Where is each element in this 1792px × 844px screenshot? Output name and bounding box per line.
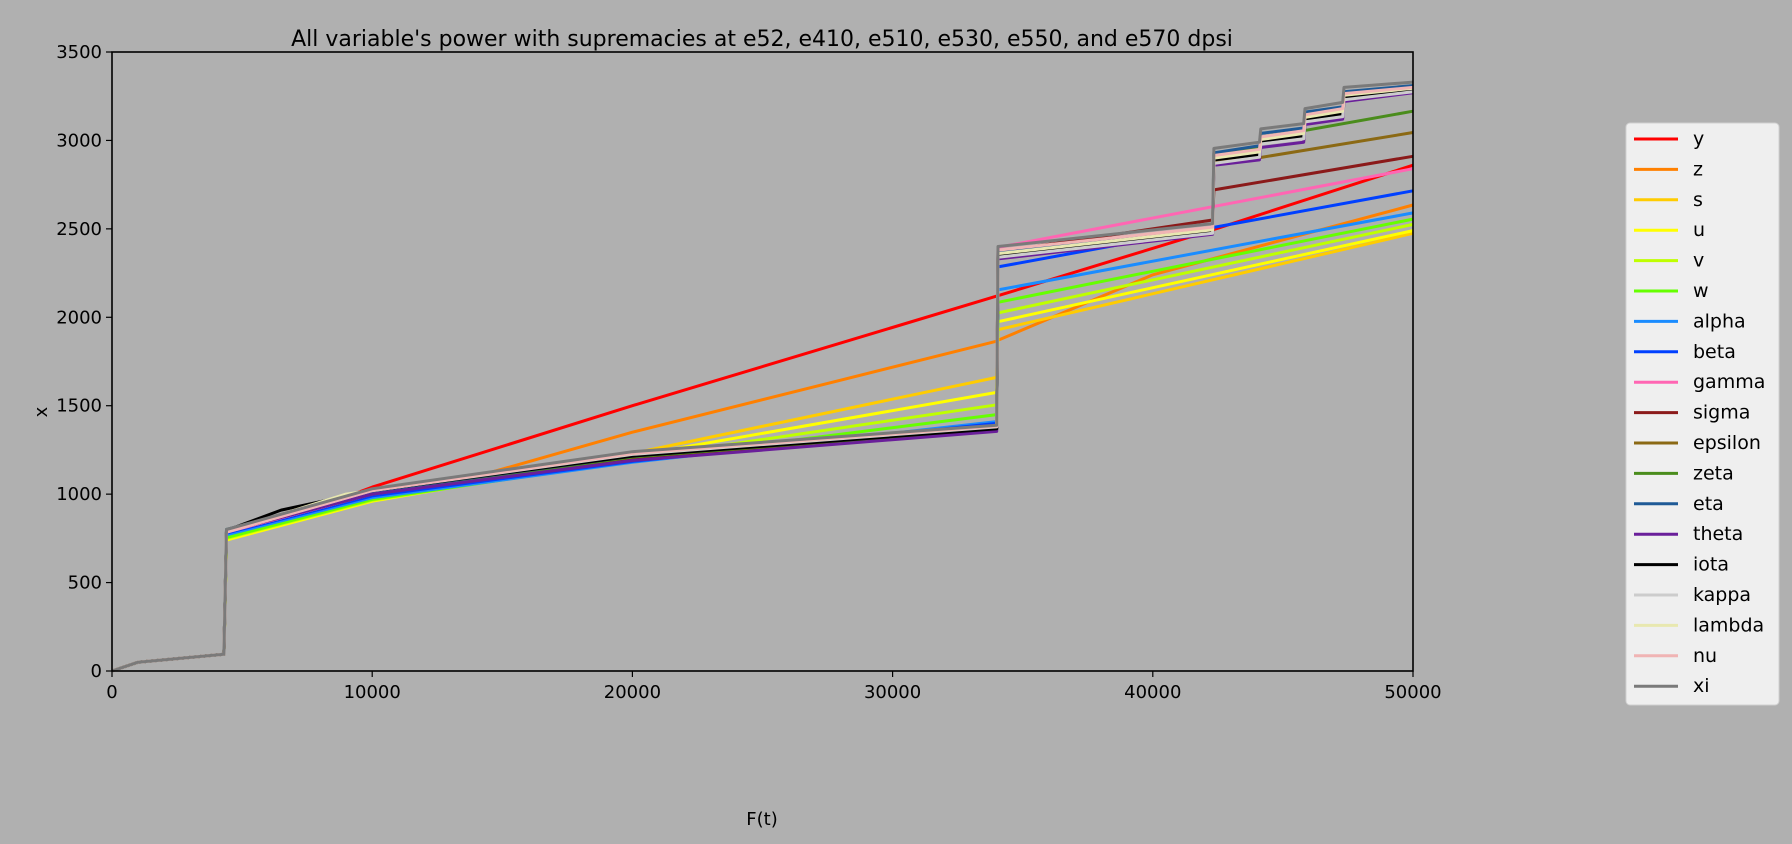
legend-item-w: w	[1634, 280, 1709, 302]
legend-label: sigma	[1693, 402, 1750, 424]
legend-label: epsilon	[1693, 432, 1761, 454]
legend-label: eta	[1693, 493, 1724, 515]
legend-item-v: v	[1634, 250, 1704, 272]
y-tick-label: 1000	[56, 484, 102, 505]
series-lines	[111, 80, 1414, 673]
legend-item-beta: beta	[1634, 341, 1736, 363]
legend-label: gamma	[1693, 371, 1765, 393]
x-tick-label: 50000	[1384, 682, 1441, 703]
series-line-xi	[111, 80, 1414, 673]
legend-item-sigma: sigma	[1634, 402, 1750, 424]
legend-item-eta: eta	[1634, 493, 1724, 515]
x-tick-label: 0	[106, 682, 117, 703]
legend-label: nu	[1693, 645, 1717, 667]
legend-label: u	[1693, 219, 1705, 241]
y-axis-ticks: 0 500 1000 1500 2000 2500 3000 3500	[56, 42, 112, 682]
legend-item-z: z	[1634, 158, 1703, 180]
x-axis-ticks: 0 10000 20000 30000 40000 50000	[106, 671, 1442, 703]
y-tick-label: 2000	[56, 307, 102, 328]
legend-label: theta	[1693, 523, 1743, 545]
legend-label: lambda	[1693, 614, 1764, 636]
legend-label: y	[1693, 128, 1704, 150]
legend-label: zeta	[1693, 462, 1734, 484]
x-axis-label: F(t)	[746, 809, 777, 830]
legend-item-kappa: kappa	[1634, 584, 1751, 606]
legend-item-gamma: gamma	[1634, 371, 1765, 393]
legend-item-y: y	[1634, 128, 1704, 150]
legend-label: s	[1693, 189, 1703, 211]
legend-label: beta	[1693, 341, 1736, 363]
legend-label: iota	[1693, 554, 1729, 576]
legend-label: kappa	[1693, 584, 1751, 606]
y-tick-label: 0	[91, 661, 102, 682]
legend-label: xi	[1693, 675, 1710, 697]
y-tick-label: 500	[68, 573, 102, 594]
plot-frame	[111, 51, 1414, 672]
legend-label: z	[1693, 158, 1703, 180]
legend-box	[1625, 122, 1780, 706]
y-tick-label: 1500	[56, 396, 102, 417]
legend-item-nu: nu	[1634, 645, 1717, 667]
legend-item-zeta: zeta	[1634, 462, 1734, 484]
y-tick-label: 2500	[56, 219, 102, 240]
legend-item-iota: iota	[1634, 554, 1729, 576]
legend-label: w	[1693, 280, 1709, 302]
x-tick-label: 40000	[1124, 682, 1181, 703]
legend-item-u: u	[1634, 219, 1705, 241]
legend-item-xi: xi	[1634, 675, 1710, 697]
legend-item-epsilon: epsilon	[1634, 432, 1761, 454]
legend-label: v	[1693, 250, 1704, 272]
y-tick-label: 3500	[56, 42, 102, 63]
legend-item-s: s	[1634, 189, 1703, 211]
chart-title: All variable's power with supremacies at…	[291, 27, 1233, 52]
y-axis-label: x	[31, 406, 52, 417]
legend-item-theta: theta	[1634, 523, 1743, 545]
legend-item-alpha: alpha	[1634, 310, 1746, 332]
x-tick-label: 30000	[864, 682, 921, 703]
plot-area	[112, 52, 1413, 671]
y-tick-label: 3000	[56, 130, 102, 151]
legend-item-lambda: lambda	[1634, 614, 1764, 636]
x-tick-label: 20000	[604, 682, 661, 703]
x-tick-label: 10000	[344, 682, 401, 703]
legend-label: alpha	[1693, 310, 1746, 332]
